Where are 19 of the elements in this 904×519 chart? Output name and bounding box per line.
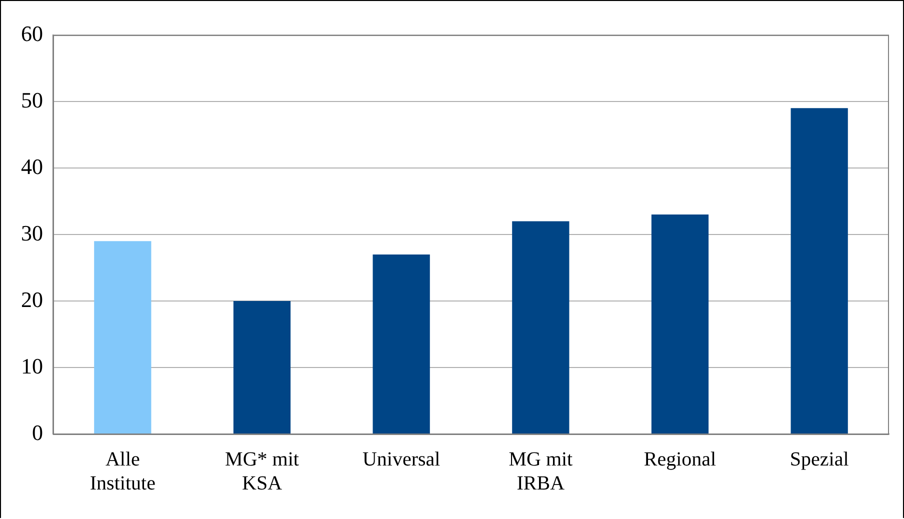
y-tick-label: 40	[21, 154, 43, 179]
x-tick-label: Regional	[644, 448, 717, 470]
y-tick-label: 60	[21, 20, 43, 46]
bar	[94, 241, 152, 434]
bar	[512, 221, 570, 434]
x-tick-label: Alle Institute	[90, 448, 156, 494]
x-tick-label: MG* mit KSA	[225, 448, 300, 494]
bar	[651, 214, 709, 434]
bar	[233, 301, 291, 434]
y-tick-label: 0	[32, 420, 43, 445]
y-tick-label: 20	[21, 286, 43, 312]
x-tick-label: Spezial	[790, 448, 850, 470]
bar	[372, 254, 430, 434]
y-tick-label: 50	[21, 87, 43, 112]
y-tick-label: 30	[21, 220, 43, 246]
x-tick-label: Universal	[362, 448, 441, 470]
x-tick-label: MG mit IRBA	[508, 448, 574, 494]
y-tick-label: 10	[21, 353, 43, 378]
bar	[790, 108, 848, 434]
